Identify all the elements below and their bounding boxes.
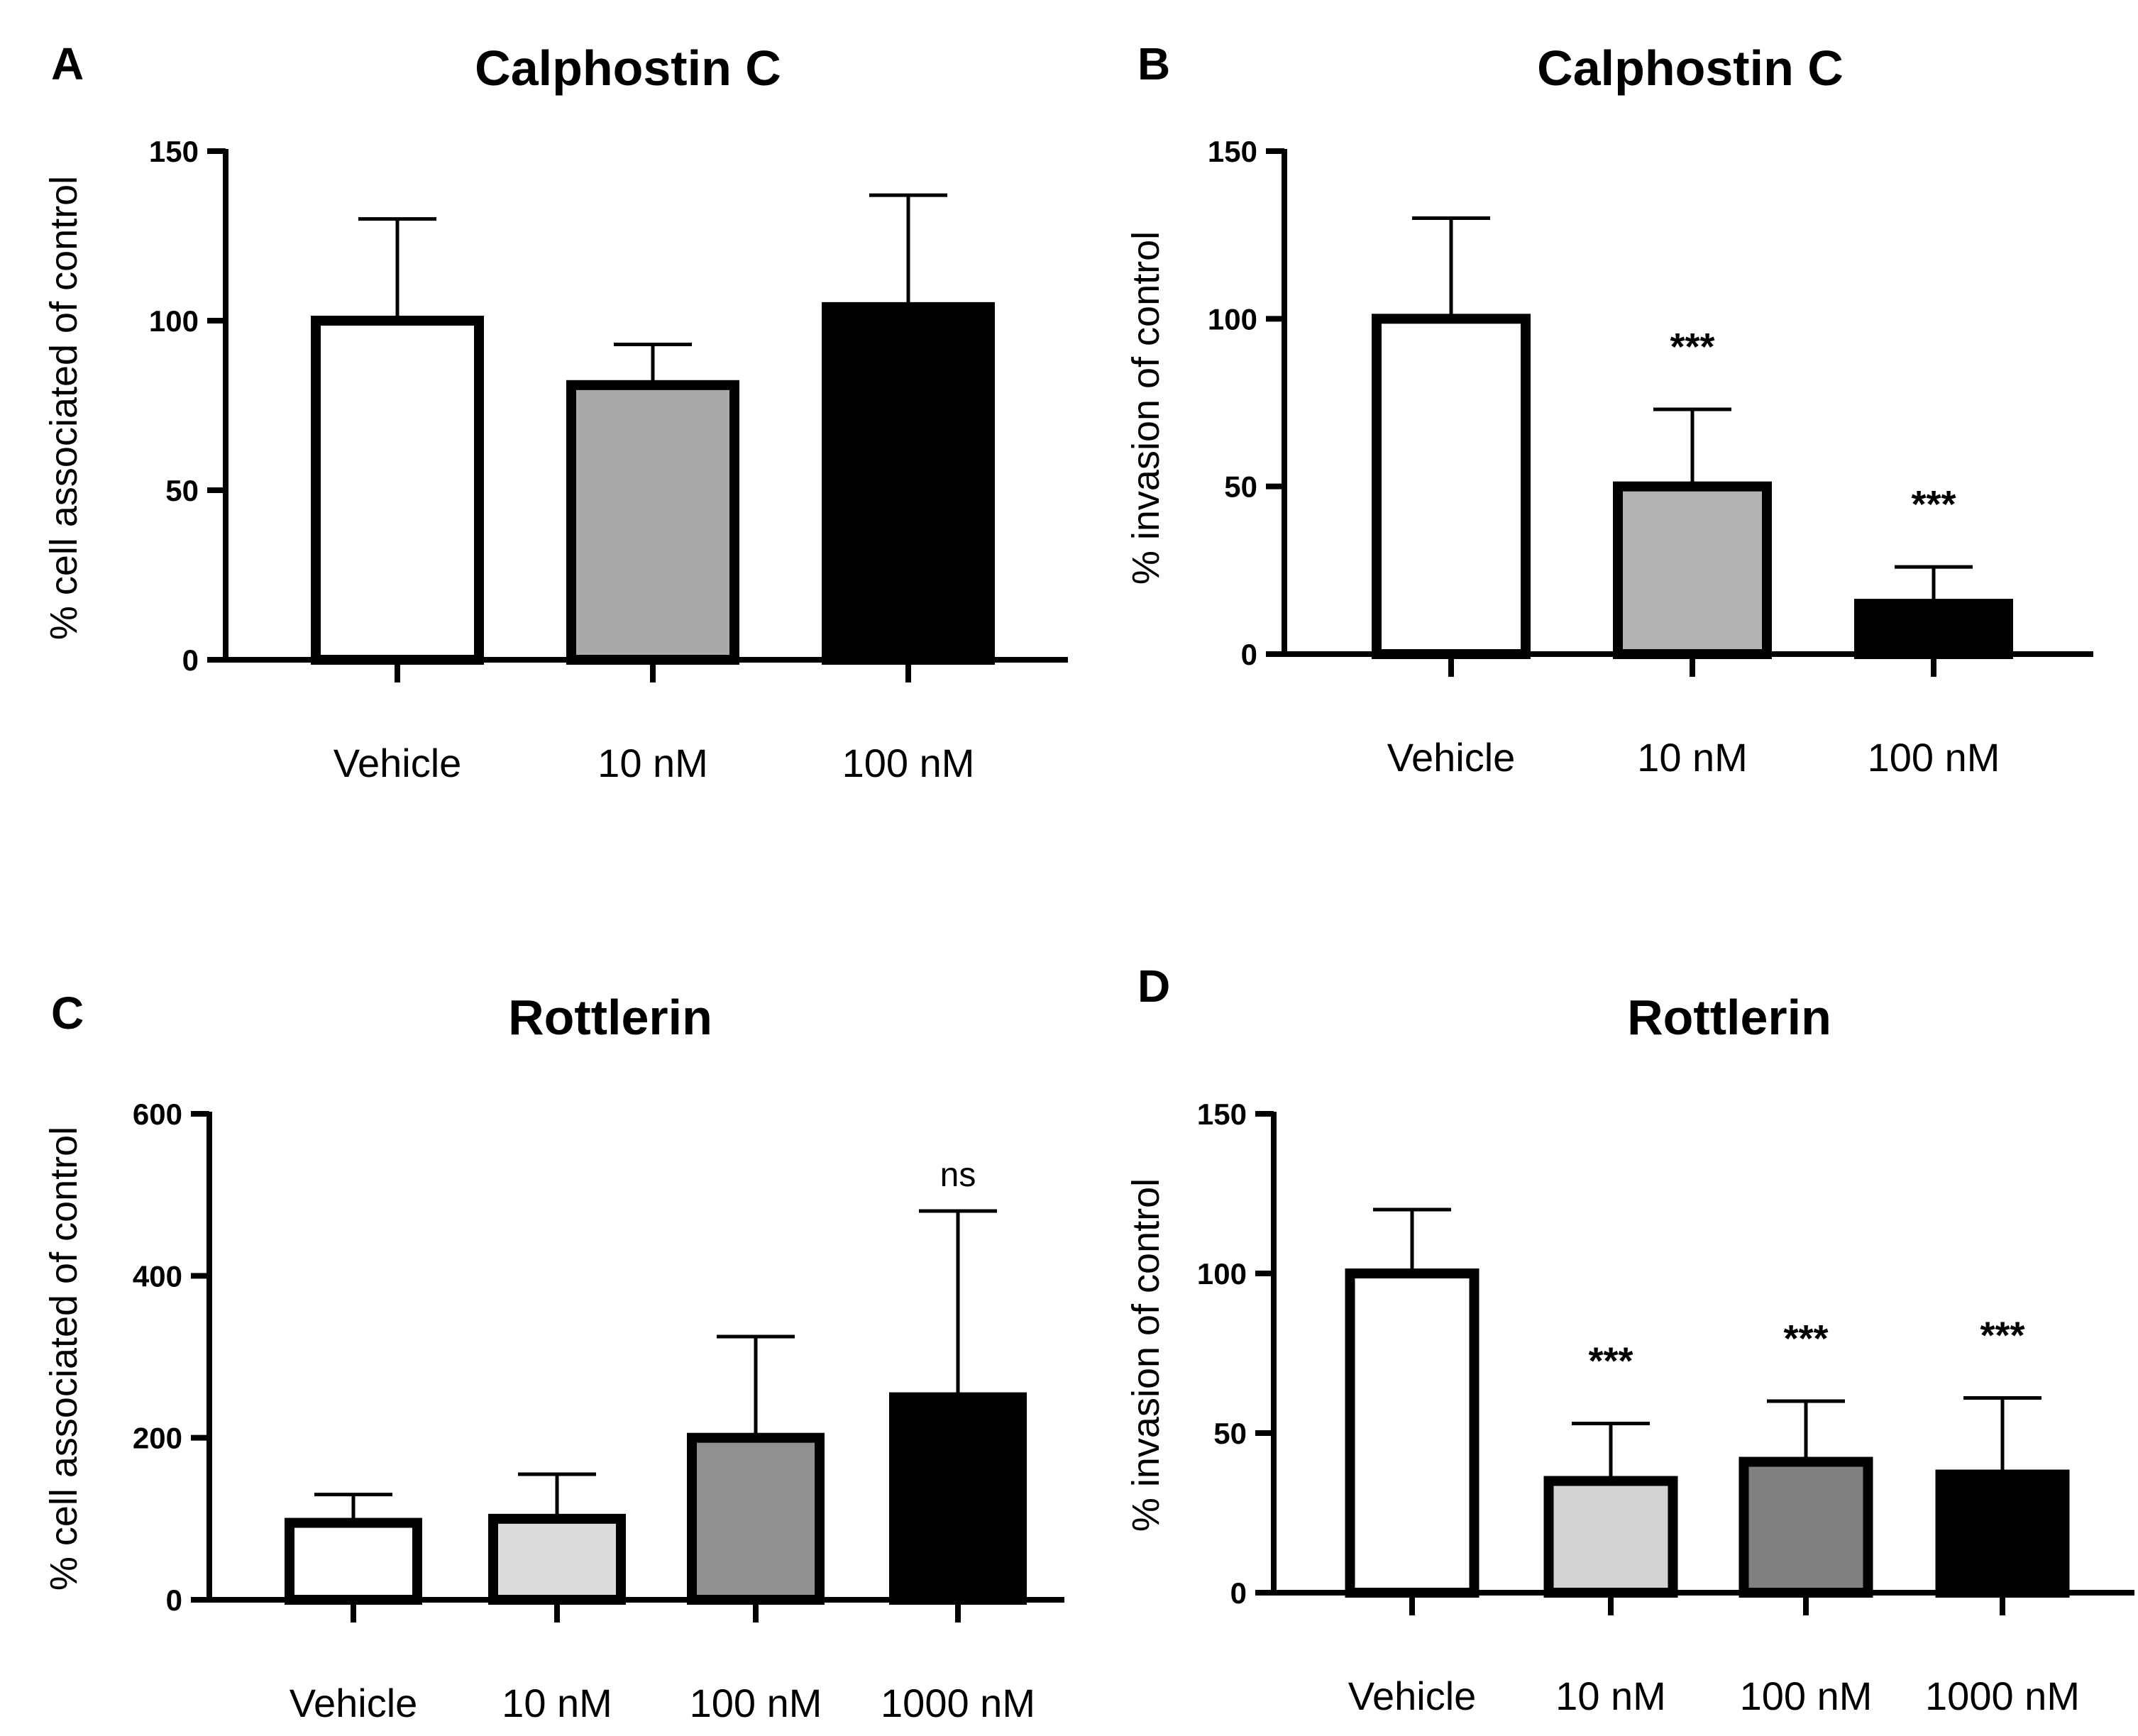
panel-a-bar	[822, 302, 995, 665]
panel-letter-b: B	[1137, 38, 1170, 89]
panel-c-y-tick-label: 600	[133, 1098, 182, 1131]
panel-d-significance-label: ***	[1588, 1340, 1633, 1383]
panel-d-bar	[1543, 1476, 1678, 1598]
panel-b-x-tick-labels: Vehicle 10 nM 100 nM	[1387, 654, 2000, 780]
panel-a-y-tick-label: 150	[149, 135, 199, 168]
panel-a-y-tick-label: 50	[165, 474, 199, 507]
panel-d-x-tick-label: Vehicle	[1348, 1674, 1477, 1718]
panel-d-bar	[1738, 1456, 1873, 1598]
panel-c-bar	[687, 1432, 825, 1605]
panel-d-x-tick-label: 100 nM	[1740, 1674, 1873, 1718]
panel-c-bar	[889, 1392, 1027, 1605]
panel-b-bar	[1613, 481, 1772, 660]
panel-d-bars: *** *** ***	[1345, 1207, 2070, 1598]
panel-b-bars: *** ***	[1372, 216, 2013, 660]
panel-a-x-tick-label: 10 nM	[597, 741, 708, 785]
panel-d-y-axis-label: % invasion of control	[1125, 1178, 1167, 1532]
panel-d-x-tick-label: 10 nM	[1555, 1674, 1666, 1718]
panel-a-bar	[311, 316, 484, 665]
panel-d: D Rottlerin % invasion of control 0 50 100…	[1125, 961, 2134, 1718]
panel-b-y-tick-label: 100	[1208, 302, 1257, 336]
panel-c-x-tick-labels: Vehicle 10 nM 100 nM 1000 nM	[290, 1600, 1035, 1725]
panel-c-significance-label: ns	[940, 1156, 976, 1194]
panel-b: B Calphostin C % invasion of control 0 50…	[1125, 38, 2093, 780]
panel-c-x-tick-label: 1000 nM	[881, 1681, 1035, 1725]
panel-d-bar	[1935, 1469, 2070, 1598]
panel-c-bar	[285, 1517, 422, 1605]
panel-c-title: Rottlerin	[508, 990, 712, 1045]
panel-letter-c: C	[51, 988, 84, 1039]
panel-b-y-tick-label: 50	[1224, 470, 1257, 504]
panel-c-x-tick-label: Vehicle	[290, 1681, 418, 1725]
panel-b-title: Calphostin C	[1537, 40, 1844, 96]
panel-d-y-tick-label: 150	[1197, 1098, 1247, 1131]
panel-d-significance-label: ***	[1980, 1315, 2024, 1357]
panel-a-x-tick-label: 100 nM	[842, 741, 975, 785]
panel-c: C Rottlerin % cell associated of control…	[43, 988, 1064, 1725]
panel-b-x-tick-label: 10 nM	[1637, 735, 1748, 780]
panel-letter-d: D	[1137, 961, 1170, 1012]
panel-b-bar	[1372, 314, 1531, 659]
panel-a-y-axis-label: % cell associated of control	[43, 176, 85, 640]
panel-d-y-tick-label: 100	[1197, 1257, 1247, 1290]
panel-b-y-axis-label: % invasion of control	[1125, 231, 1167, 585]
panel-d-bar	[1345, 1268, 1479, 1598]
panel-c-y-tick-label: 400	[133, 1259, 182, 1293]
panel-b-x-tick-label: 100 nM	[1868, 735, 2000, 780]
panel-a-title: Calphostin C	[475, 40, 781, 96]
panel-b-y-tick-label: 150	[1208, 135, 1257, 168]
panel-b-significance-label: ***	[1670, 326, 1714, 368]
panel-a-bar	[566, 380, 739, 665]
panel-b-x-tick-label: Vehicle	[1387, 735, 1516, 780]
panel-d-x-tick-labels: Vehicle 10 nM 100 nM 1000 nM	[1348, 1593, 2080, 1718]
panel-d-x-tick-label: 1000 nM	[1925, 1674, 2080, 1718]
panel-letter-a: A	[51, 38, 84, 89]
panel-c-y-axis-label: % cell associated of control	[43, 1127, 85, 1591]
panel-a-y-tick-label: 0	[182, 643, 199, 677]
panel-c-bar	[488, 1513, 626, 1605]
panel-a-y-tick-label: 100	[149, 304, 199, 338]
panel-d-y-tick-label: 50	[1213, 1417, 1247, 1450]
panel-a-x-tick-labels: Vehicle 10 nM 100 nM	[334, 660, 975, 785]
panel-d-title: Rottlerin	[1627, 990, 1831, 1045]
panel-c-x-tick-label: 10 nM	[502, 1681, 612, 1725]
panel-a-bars	[311, 193, 995, 665]
panel-d-significance-label: ***	[1783, 1317, 1828, 1360]
panel-c-bars: ns	[285, 1156, 1027, 1605]
panel-d-y-tick-label: 0	[1230, 1576, 1247, 1610]
panel-b-bar	[1854, 599, 2013, 659]
panel-a-x-tick-label: Vehicle	[334, 741, 462, 785]
panel-b-significance-label: ***	[1911, 483, 1956, 526]
panel-c-y-tick-label: 0	[166, 1583, 182, 1617]
panel-c-y-tick-label: 200	[133, 1422, 182, 1455]
panel-a: A Calphostin C % cell associated of cont…	[43, 38, 1068, 785]
panel-b-y-tick-label: 0	[1241, 638, 1257, 671]
panel-c-x-tick-label: 100 nM	[690, 1681, 822, 1725]
